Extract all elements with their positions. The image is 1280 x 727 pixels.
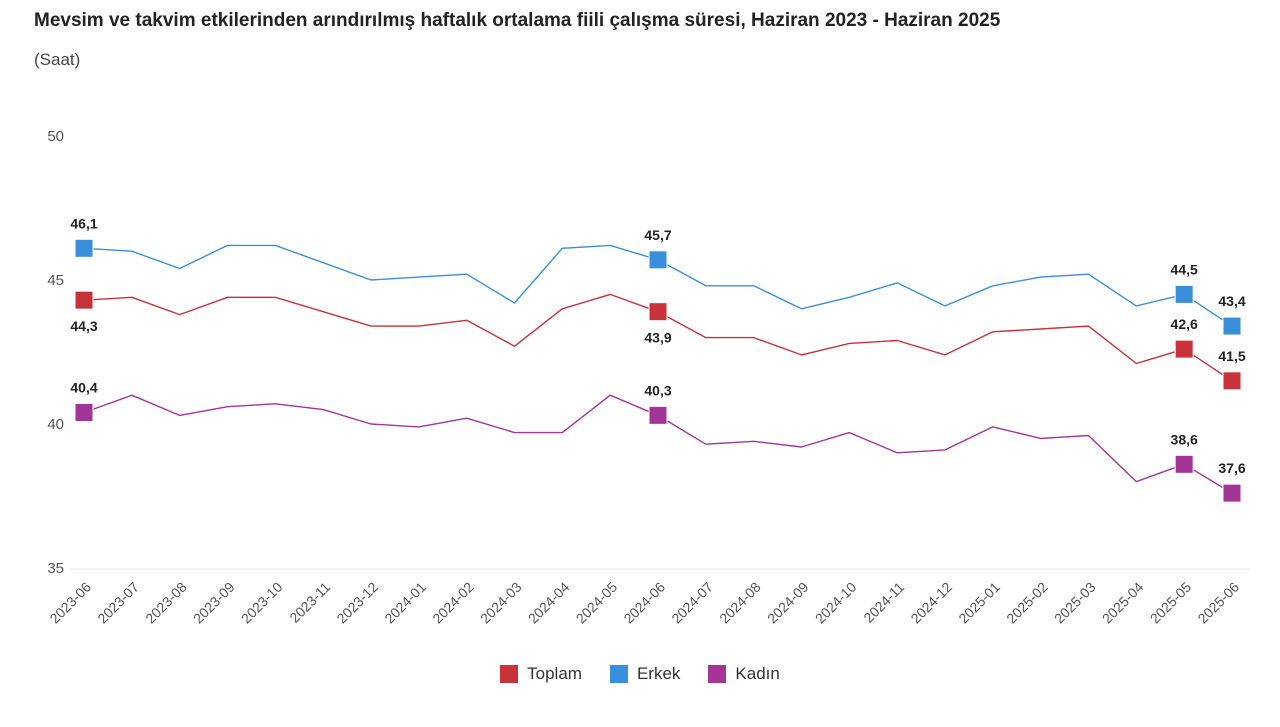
x-tick-label: 2024-01: [381, 579, 429, 627]
legend-item-kadin[interactable]: Kadın: [708, 664, 780, 684]
marker-series-0-24[interactable]: [1222, 371, 1242, 391]
x-tick-label: 2024-12: [907, 579, 955, 627]
marker-series-0-23[interactable]: [1174, 339, 1194, 359]
x-tick-label: 2024-05: [573, 579, 621, 627]
x-tick-label: 2024-08: [716, 579, 764, 627]
x-tick-label: 2025-01: [955, 579, 1003, 627]
data-label: 40,3: [644, 382, 671, 398]
x-tick-label: 2023-11: [286, 579, 333, 626]
x-tick-label: 2023-06: [46, 579, 94, 627]
legend-swatch-kadin: [708, 665, 727, 683]
data-label: 44,3: [70, 318, 97, 334]
data-labels: 44,3 43,9 42,6 41,5 46,1 45,7 44,5 43,4 40,4 40,3…: [70, 215, 1245, 476]
series-lines: [83, 244, 1233, 494]
y-axis: 35 40 45 50: [47, 128, 1250, 577]
marker-series-2-0[interactable]: [74, 402, 94, 422]
data-label: 46,1: [70, 215, 97, 231]
x-tick-label: 2024-04: [525, 579, 573, 627]
legend: Toplam Erkek Kadın: [0, 664, 1280, 684]
x-tick-label: 2023-09: [190, 579, 238, 627]
x-tick-label: 2025-06: [1194, 579, 1242, 627]
legend-swatch-erkek: [609, 665, 628, 683]
x-axis: 2023-06 2023-07 2023-08 2023-09 2023-10 2023-…: [46, 579, 1242, 627]
legend-label-kadin: Kadın: [735, 664, 780, 683]
y-tick-label: 50: [47, 128, 64, 145]
x-tick-label: 2024-11: [860, 579, 907, 626]
x-tick-label: 2024-02: [429, 579, 477, 627]
marker-series-0-0[interactable]: [74, 290, 94, 310]
marker-series-0-12[interactable]: [648, 302, 668, 322]
x-tick-label: 2023-08: [142, 579, 190, 627]
marker-series-2-12[interactable]: [648, 405, 668, 425]
data-label: 43,4: [1218, 293, 1245, 309]
marker-series-1-24[interactable]: [1222, 316, 1242, 336]
x-tick-label: 2024-06: [620, 579, 668, 627]
marker-series-1-23[interactable]: [1174, 284, 1194, 304]
series-markers: [74, 238, 1242, 503]
x-tick-label: 2025-02: [1003, 579, 1051, 627]
x-tick-label: 2025-05: [1147, 579, 1195, 627]
x-tick-label: 2024-10: [812, 579, 860, 627]
chart-title: Mevsim ve takvim etkilerinden arındırılm…: [34, 10, 1001, 31]
x-tick-label: 2024-09: [764, 579, 812, 627]
legend-item-toplam[interactable]: Toplam: [500, 664, 582, 684]
x-tick-label: 2025-04: [1099, 579, 1147, 627]
data-label: 41,5: [1218, 348, 1245, 364]
x-tick-label: 2025-03: [1051, 579, 1099, 627]
x-tick-label: 2023-10: [238, 579, 286, 627]
x-tick-label: 2024-03: [477, 579, 525, 627]
data-label: 38,6: [1171, 431, 1198, 447]
data-label: 42,6: [1171, 316, 1198, 332]
x-tick-label: 2023-07: [94, 579, 142, 627]
data-label: 43,9: [644, 330, 671, 346]
marker-series-2-24[interactable]: [1222, 483, 1242, 503]
x-tick-label: 2023-12: [333, 579, 381, 627]
data-label: 45,7: [644, 227, 671, 243]
chart-subtitle: (Saat): [34, 50, 81, 69]
marker-series-1-12[interactable]: [648, 250, 668, 270]
marker-series-1-0[interactable]: [74, 238, 94, 258]
legend-swatch-toplam: [500, 665, 519, 683]
data-label: 44,5: [1171, 261, 1198, 277]
data-label: 40,4: [70, 379, 97, 395]
legend-label-erkek: Erkek: [636, 664, 681, 683]
x-tick-label: 2024-07: [668, 579, 716, 627]
y-tick-label: 45: [47, 272, 64, 289]
data-label: 37,6: [1218, 460, 1245, 476]
legend-item-erkek[interactable]: Erkek: [609, 664, 681, 684]
legend-label-toplam: Toplam: [527, 664, 582, 683]
y-tick-label: 40: [47, 416, 64, 433]
y-tick-label: 35: [47, 560, 64, 577]
marker-series-2-23[interactable]: [1174, 454, 1194, 474]
